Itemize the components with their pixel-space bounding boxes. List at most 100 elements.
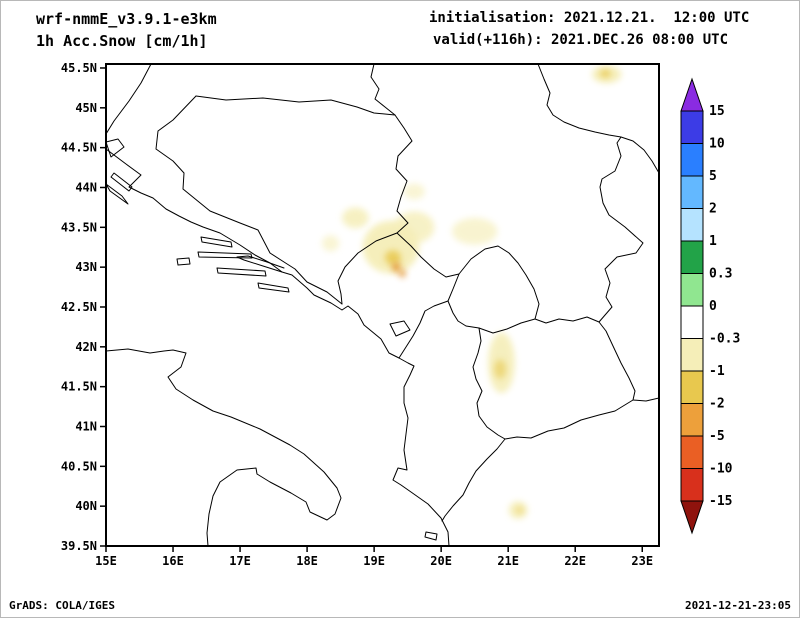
- border-macedonia-greece: [504, 399, 634, 440]
- colorbar-label: -2: [709, 397, 725, 412]
- colorbar-segment: [680, 240, 704, 274]
- y-axis-label: 41.5N: [61, 380, 97, 394]
- valid-time: valid(+116h): 2021.DEC.26 08:00 UTC: [433, 32, 729, 48]
- y-axis-label: 44.5N: [61, 141, 97, 155]
- border-croatia-serbia: [370, 64, 396, 116]
- peninsula-peljesac: [236, 255, 285, 273]
- snow-patch: [600, 69, 611, 78]
- colorbar-segment: [680, 143, 704, 177]
- border-danube-serbia-romania: [537, 64, 659, 174]
- colorbar: 15 10 5 2 1 0.3 0 -0.3 -1 -2 -5 -10 -15: [680, 77, 740, 535]
- colorbar-arrow-low: [680, 500, 704, 535]
- colorbar-label: 0: [709, 299, 717, 314]
- snow-patch: [384, 250, 401, 265]
- colorbar-label: -10: [709, 462, 733, 477]
- x-axis-label: 23E: [631, 554, 653, 568]
- y-axis-label: 43.5N: [61, 220, 97, 234]
- border-croatia-bosnia-west: [155, 95, 343, 305]
- colorbar-label: 2: [709, 202, 717, 217]
- island-dugi-otok: [106, 183, 129, 205]
- colorbar-segment: [680, 468, 704, 502]
- colorbar-segment: [680, 208, 704, 242]
- snow-patch: [398, 269, 406, 278]
- snow-patch: [516, 506, 523, 514]
- colorbar-label: -15: [709, 494, 732, 509]
- island-sliver: [110, 172, 133, 192]
- border-bosnia-montenegro: [337, 232, 398, 305]
- x-axis-label: 20E: [430, 554, 452, 568]
- border-sava-bosnia-north: [195, 95, 396, 116]
- border-kosovo-montenegro: [447, 273, 460, 302]
- border-macedonia-bulgaria: [598, 321, 636, 401]
- border-drina-bosnia-serbia: [394, 114, 413, 234]
- y-axis-label: 41N: [75, 419, 97, 433]
- island-hvar: [197, 251, 253, 259]
- border-serbia-bulgaria: [598, 136, 644, 323]
- colorbar-segment: [680, 338, 704, 372]
- border-kosovo-macedonia: [478, 318, 536, 334]
- coastline-east-adriatic: [106, 148, 450, 546]
- field-title: 1h Acc.Snow [cm/1h]: [36, 32, 208, 50]
- x-axis-label: 17E: [229, 554, 251, 568]
- border-bulgaria-greece: [632, 397, 659, 402]
- colorbar-arrow-high: [680, 77, 704, 112]
- colorbar-segment: [680, 110, 704, 144]
- border-albania-greece: [441, 438, 506, 522]
- y-axis-label: 40N: [75, 499, 97, 513]
- colorbar-segment: [680, 175, 704, 209]
- border-serbia-macedonia: [534, 316, 600, 324]
- border-kosovo-albania: [447, 300, 480, 329]
- axes-layer: 15E 16E 17E 18E 19E 20E 21E 22E 23E 39.5N 40N 40.5N…: [61, 61, 660, 568]
- colorbar-label: 0.3: [709, 267, 732, 282]
- colorbar-label: -5: [709, 429, 725, 444]
- colorbar-segment: [680, 370, 704, 404]
- colorbar-label: -1: [709, 364, 725, 379]
- y-axis-label: 45N: [75, 101, 97, 115]
- island-vis: [176, 257, 191, 266]
- geography-layer: [106, 64, 659, 546]
- model-version-title: wrf-nmmE_v3.9.1-e3km: [36, 10, 217, 28]
- initialisation-time: initialisation: 2021.12.21. 12:00 UTC: [429, 10, 750, 26]
- x-axis-label: 18E: [296, 554, 318, 568]
- x-axis-label: 19E: [363, 554, 385, 568]
- colorbar-segment: [680, 305, 704, 339]
- snow-patch: [403, 183, 425, 200]
- island-mljet: [257, 282, 290, 293]
- y-axis-label: 44N: [75, 180, 97, 194]
- border-slovenia-croatia: [106, 64, 152, 135]
- x-axis-label: 22E: [564, 554, 586, 568]
- colorbar-label: 1: [709, 234, 717, 249]
- y-axis-label: 40.5N: [61, 459, 97, 473]
- colorbar-label: 10: [709, 137, 725, 152]
- y-axis-label: 42N: [75, 340, 97, 354]
- coastline-italy: [106, 348, 342, 546]
- colorbar-segment: [680, 435, 704, 469]
- snow-patch: [321, 235, 340, 252]
- x-axis-label: 16E: [162, 554, 184, 568]
- colorbar-label: -0.3: [709, 332, 740, 347]
- border-albania-macedonia: [472, 327, 506, 440]
- colorbar-label: 15: [709, 104, 725, 119]
- snow-patch: [342, 207, 369, 229]
- island-pag: [106, 138, 125, 158]
- y-axis-label: 42.5N: [61, 300, 97, 314]
- y-axis-label: 45.5N: [61, 61, 97, 75]
- grads-credit: GrADS: COLA/IGES: [9, 599, 115, 612]
- creation-timestamp: 2021-12-21-23:05: [685, 599, 791, 612]
- y-axis-label: 39.5N: [61, 539, 97, 553]
- colorbar-label: 5: [709, 169, 717, 184]
- snow-patch: [394, 211, 435, 244]
- snow-patch: [494, 359, 507, 379]
- snow-patch: [451, 217, 498, 245]
- border-serbia-montenegro: [396, 232, 460, 278]
- island-brac: [200, 236, 233, 248]
- lake-skadar: [389, 320, 411, 337]
- island-corfu: [424, 531, 438, 541]
- colorbar-segment: [680, 403, 704, 437]
- x-axis-label: 21E: [497, 554, 519, 568]
- map-frame: [105, 63, 660, 547]
- snow-patch: [392, 262, 401, 273]
- border-montenegro-albania: [398, 300, 449, 359]
